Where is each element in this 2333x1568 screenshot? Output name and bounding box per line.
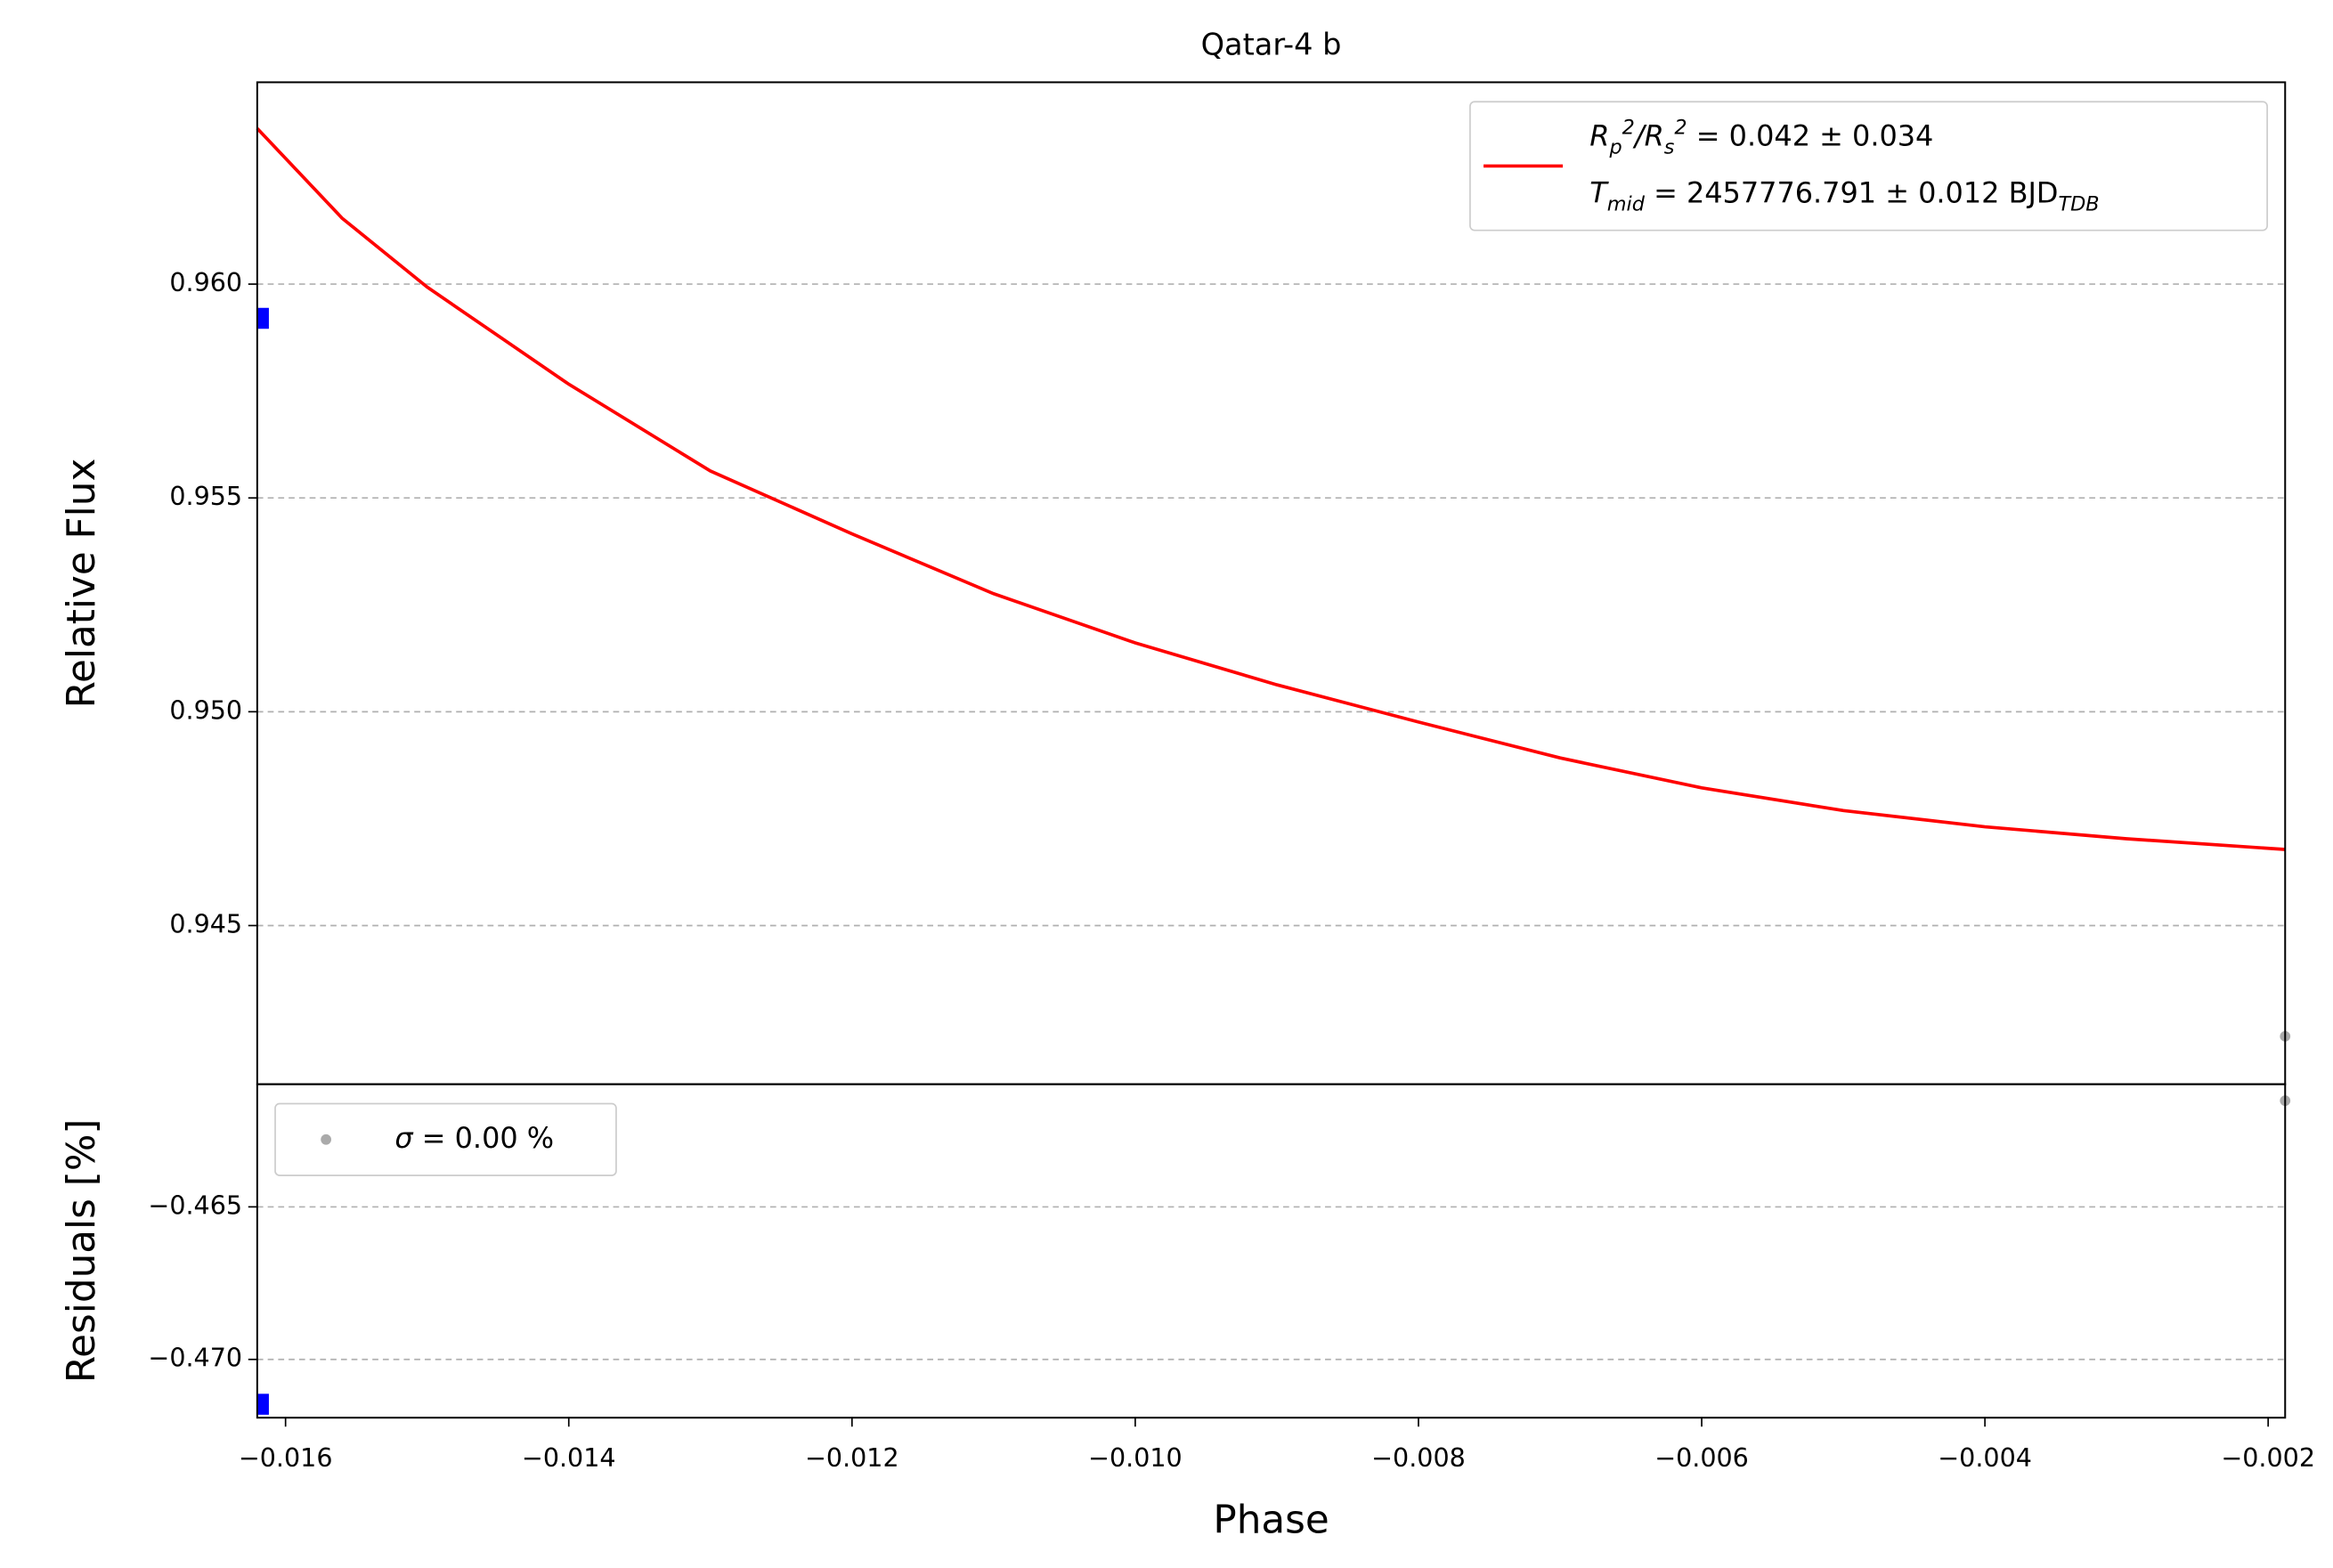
x-tick-label: −0.004: [1938, 1442, 2032, 1473]
x-tick-label: −0.006: [1654, 1442, 1749, 1473]
y-axis-label: Residuals [%]: [59, 1119, 104, 1384]
chart-title: Qatar-4 b: [1201, 28, 1342, 62]
y-tick-label: 0.950: [169, 695, 242, 725]
y-tick-label: −0.465: [148, 1190, 242, 1220]
y-tick-label: 0.955: [169, 481, 242, 511]
x-tick-label: −0.014: [522, 1442, 616, 1473]
x-tick-label: −0.010: [1088, 1442, 1183, 1473]
y-tick-label: 0.945: [169, 908, 242, 938]
axes-frame: [256, 81, 2287, 1085]
y-tick-label: 0.960: [169, 267, 242, 297]
legend-handle: [321, 1133, 332, 1145]
legend-label: σ = 0.00 %: [394, 1121, 554, 1155]
x-axis-label: Phase: [1213, 1498, 1329, 1543]
x-tick-label: −0.012: [805, 1442, 899, 1473]
legend-label: Tmid = 2457776.791 ± 0.012 BJDTDB: [1589, 175, 2099, 215]
axes-frame: [256, 1083, 2287, 1419]
x-tick-label: −0.008: [1371, 1442, 1466, 1473]
plot-area: [256, 1095, 2291, 1415]
x-tick-label: −0.016: [239, 1442, 333, 1473]
y-tick-label: −0.470: [148, 1343, 242, 1373]
model-line: [256, 126, 2286, 851]
data-point: [256, 307, 269, 329]
legend-label: Rp2/Rs2 = 0.042 ± 0.034: [1589, 116, 1933, 158]
data-point: [256, 1393, 269, 1415]
y-axis-label: Relative Flux: [59, 459, 104, 709]
legend-box: [274, 1102, 617, 1176]
x-tick-label: −0.002: [2221, 1442, 2315, 1473]
plot-area: [256, 126, 2291, 1042]
legend-box: [1469, 101, 2268, 232]
